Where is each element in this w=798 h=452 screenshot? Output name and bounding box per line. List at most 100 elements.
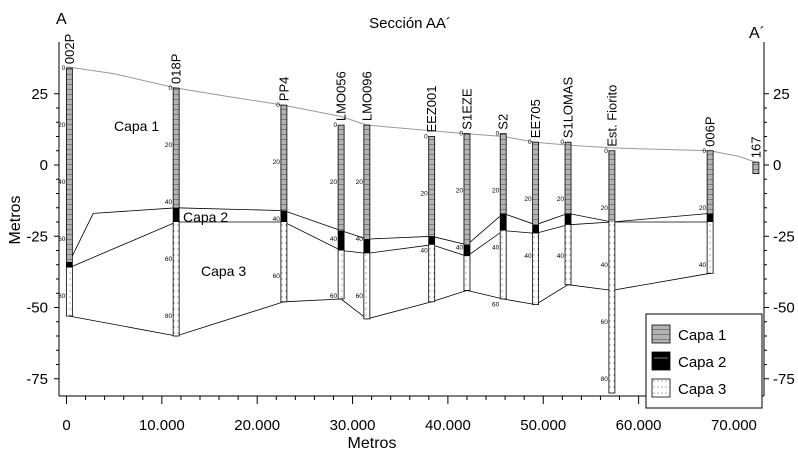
well-depth-label: 40 <box>524 253 532 260</box>
y-tick-label-right: -75 <box>773 371 795 388</box>
well-name-label: 006P <box>703 116 718 146</box>
well-name-label: EE705 <box>528 99 543 138</box>
well-outline <box>172 87 180 337</box>
well-depth-label: 40 <box>330 236 338 243</box>
well-depth-label: 40 <box>456 245 464 252</box>
well-s1lomas: 0 20 40 S1LOMAS <box>557 76 576 286</box>
well-depth-label: 80 <box>58 293 66 300</box>
well-outline <box>65 67 73 317</box>
legend-label-capa3: Capa 3 <box>678 381 726 398</box>
layer-label-capa1: Capa 1 <box>114 118 159 134</box>
y-tick-label-right: 0 <box>773 157 781 174</box>
capa3-base-boundary <box>69 272 711 337</box>
well-outline <box>608 150 616 394</box>
well-s2: 0 20 40 60 S2 <box>492 114 511 309</box>
well-est-fiorito: 0 20 40 60 80 Est. Fiorito <box>601 85 619 394</box>
section-title: Sección AA´ <box>369 15 451 32</box>
well-capa1-segment <box>428 136 435 237</box>
legend: Capa 1 Capa 2 Capa 3 <box>645 313 763 409</box>
x-tick-label: 70.000 <box>711 417 757 434</box>
end-label-a: A <box>56 11 67 28</box>
well-capa1-segment <box>707 150 714 214</box>
legend-swatch-capa2 <box>651 351 671 371</box>
x-tick-label: 60.000 <box>616 417 662 434</box>
well-name-label: 018P <box>169 54 184 84</box>
well-capa2-segment <box>463 244 470 257</box>
y-ticks-right: 25 0 -25 -50 -75 <box>764 86 795 388</box>
y-tick-label-left: -50 <box>26 300 48 317</box>
x-axis-title: Metros <box>348 435 397 452</box>
well-depth-label: 20 <box>165 142 173 149</box>
x-tick-label: 10.000 <box>139 417 185 434</box>
well-capa2-segment <box>532 224 539 234</box>
well-depth-label: 60 <box>58 236 66 243</box>
well-depth-label: 60 <box>601 319 609 326</box>
well-depth-label: 0 <box>528 139 532 146</box>
well-outline <box>706 150 714 274</box>
well-depth-label: 0 <box>169 85 173 92</box>
well-capa1-segment <box>608 150 615 222</box>
well-depth-label: 0 <box>333 122 337 129</box>
well-outline <box>532 141 540 306</box>
well-006p: 0 20 40 006P <box>699 116 718 274</box>
well-depth-label: 20 <box>330 179 338 186</box>
well-outline <box>752 161 760 174</box>
terrain-line <box>66 66 757 163</box>
y-tick-label-left: -25 <box>26 228 48 245</box>
well-depth-label: 40 <box>601 262 609 269</box>
well-depth-label: 0 <box>702 148 706 155</box>
well-capa2-segment <box>428 236 435 245</box>
well-capa1-segment <box>280 105 287 211</box>
well-capa3-segment <box>608 222 615 393</box>
well-002p: 0 20 40 60 80 002P <box>58 34 77 317</box>
y-tick-label-right: -25 <box>773 228 795 245</box>
x-tick-label: 40.000 <box>425 417 471 434</box>
well-depth-label: 20 <box>524 196 532 203</box>
well-lmo056: 0 20 40 60 LMO056 <box>330 71 349 300</box>
well-name-label: LMO096 <box>359 71 374 121</box>
well-depth-label: 60 <box>356 293 364 300</box>
x-tick-label: 50.000 <box>520 417 566 434</box>
x-ticks: 0 10.000 20.000 30.000 40.000 50.000 60.000 70.… <box>62 396 757 434</box>
well-depth-label: 20 <box>456 188 464 195</box>
well-depth-label: 40 <box>165 199 173 206</box>
well-capa3-segment <box>173 222 180 336</box>
well-capa1-segment <box>565 142 572 214</box>
well-depth-label: 0 <box>604 148 608 155</box>
well-name-label: Est. Fiorito <box>604 85 619 147</box>
well-ee705: 0 20 40 EE705 <box>524 99 543 306</box>
layer-label-capa2: Capa 2 <box>183 209 228 225</box>
well-capa2-segment <box>338 230 345 251</box>
well-name-label: EEZ001 <box>424 86 439 133</box>
well-lmo096: 20 40 60 LMO096 <box>356 71 374 320</box>
well-capa3-segment <box>565 224 572 285</box>
well-name-label: LMO056 <box>334 71 349 121</box>
well-capa3-segment <box>280 222 287 302</box>
well-capa2-segment <box>280 210 287 222</box>
well-capa3-segment <box>363 253 370 319</box>
well-capa1-segment <box>500 133 507 214</box>
y-tick-label-right: 25 <box>773 86 790 103</box>
y-tick-label-right: -50 <box>773 300 795 317</box>
well-capa1-segment <box>463 133 470 245</box>
well-depth-label: 40 <box>699 262 707 269</box>
well-depth-label: 20 <box>420 191 428 198</box>
well-name-label: PP4 <box>276 77 291 102</box>
well-depth-label: 20 <box>699 205 707 212</box>
well-depth-label: 20 <box>273 159 281 166</box>
well-capa1-segment <box>752 162 759 174</box>
well-depth-label: 20 <box>492 188 500 195</box>
well-capa3-segment <box>532 233 539 305</box>
well-depth-label: 60 <box>273 273 281 280</box>
well-capa1-segment <box>532 142 539 225</box>
well-capa2-segment <box>173 207 180 222</box>
well-depth-label: 0 <box>62 65 66 72</box>
legend-swatch-capa3 <box>651 378 671 398</box>
well-depth-label: 20 <box>356 179 364 186</box>
well-depth-label: 80 <box>601 376 609 383</box>
well-depth-label: 40 <box>420 248 428 255</box>
x-tick-label: 20.000 <box>234 417 280 434</box>
well-depth-label: 40 <box>356 236 364 243</box>
well-s1eze: 0 20 40 S1EZE <box>456 88 475 291</box>
